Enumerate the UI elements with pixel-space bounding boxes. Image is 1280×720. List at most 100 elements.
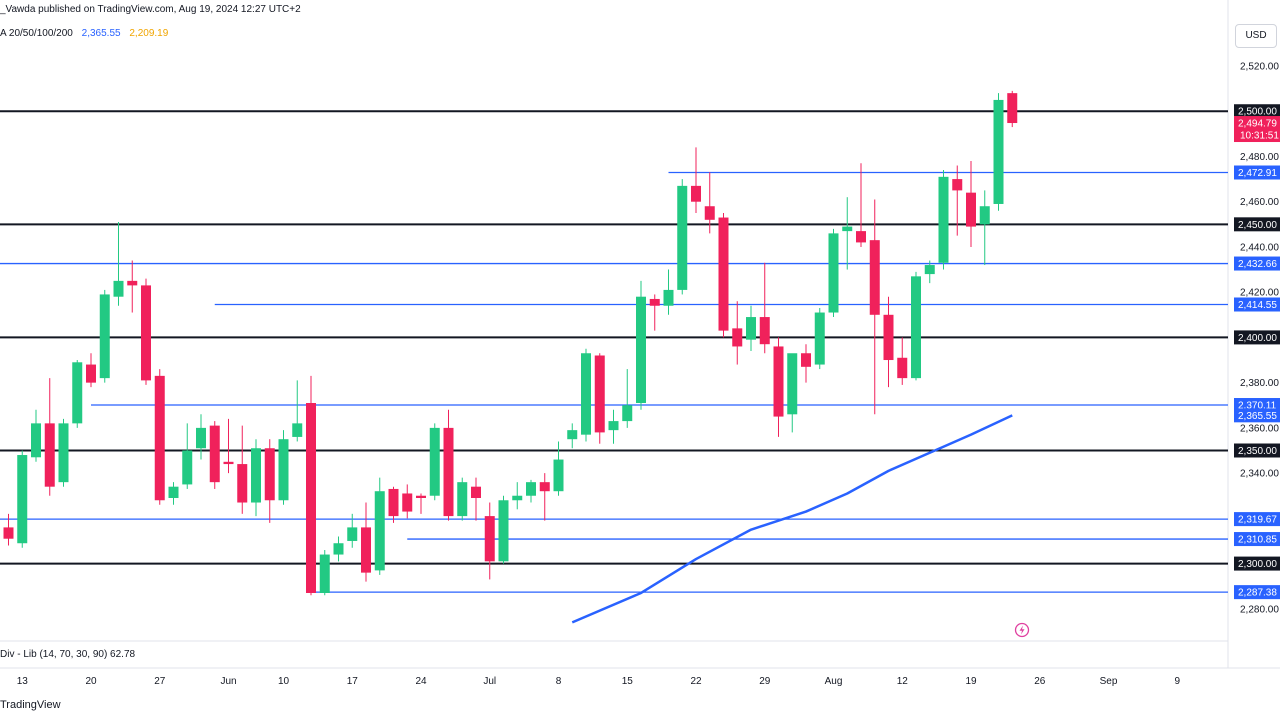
candle-body[interactable] (429, 427, 440, 496)
level-price-tag (1234, 556, 1280, 571)
candle-body[interactable] (168, 486, 179, 498)
candle-body[interactable] (952, 179, 963, 191)
ma-price-tag (1234, 408, 1280, 423)
candle-body[interactable] (897, 357, 908, 379)
candle-body[interactable] (842, 226, 853, 232)
candle-body[interactable] (622, 405, 633, 422)
candle-body[interactable] (814, 312, 825, 365)
candle-body[interactable] (31, 423, 41, 458)
candle-body[interactable] (416, 495, 426, 498)
candle-body[interactable] (704, 206, 715, 220)
x-tick-label: Jul (483, 676, 496, 687)
candle-body[interactable] (361, 527, 371, 573)
candle-body[interactable] (72, 362, 83, 424)
candle-body[interactable] (58, 423, 69, 483)
candle-body[interactable] (856, 231, 866, 243)
candle-body[interactable] (677, 185, 688, 290)
level-price-tag (1234, 330, 1280, 345)
candle-body[interactable] (292, 423, 303, 437)
level-price-tag (1234, 585, 1280, 600)
candle-body[interactable] (154, 375, 165, 501)
x-tick-label: Sep (1100, 676, 1118, 687)
level-price-tag-text: 2,400.00 (1238, 333, 1277, 344)
flash-icon[interactable] (1014, 622, 1030, 638)
candle-body[interactable] (649, 298, 660, 306)
candle-body[interactable] (567, 430, 578, 440)
y-tick-label: 2,480.00 (1240, 152, 1279, 163)
candle-body[interactable] (636, 296, 646, 404)
candle-body[interactable] (911, 276, 921, 379)
candle-body[interactable] (319, 554, 330, 593)
ma-legend-value-1: 2,365.55 (81, 28, 121, 39)
candle-body[interactable] (99, 294, 110, 379)
candle-body[interactable] (883, 314, 894, 361)
candle-body[interactable] (209, 425, 220, 483)
candle-body[interactable] (553, 459, 564, 492)
candle-body[interactable] (773, 346, 784, 417)
candle-body[interactable] (526, 482, 536, 496)
candle-body[interactable] (402, 493, 413, 512)
y-tick-label: 2,340.00 (1240, 469, 1279, 480)
candle-body[interactable] (484, 516, 495, 562)
candle-body[interactable] (237, 464, 248, 503)
candle-body[interactable] (443, 427, 454, 517)
candle-body[interactable] (594, 355, 605, 433)
candle-body[interactable] (306, 403, 316, 593)
candle-body[interactable] (196, 427, 206, 449)
candle-body[interactable] (993, 99, 1004, 204)
candle-body[interactable] (691, 185, 701, 202)
y-tick-label: 2,460.00 (1240, 197, 1279, 208)
x-tick-label: 29 (759, 676, 771, 687)
candle-body[interactable] (608, 421, 619, 431)
candle-body[interactable] (1007, 93, 1018, 124)
candle-body[interactable] (333, 543, 344, 555)
candle-body[interactable] (979, 206, 990, 225)
candle-body[interactable] (457, 482, 468, 517)
candle-body[interactable] (801, 353, 811, 367)
candle-body[interactable] (113, 280, 124, 297)
candle-body[interactable] (347, 527, 358, 541)
candle-body[interactable] (732, 328, 743, 347)
candle-body[interactable] (278, 439, 289, 501)
candle-body[interactable] (718, 217, 729, 331)
candle-body[interactable] (759, 317, 770, 345)
candle-body[interactable] (374, 491, 385, 571)
candle-body[interactable] (471, 486, 481, 498)
candle-body[interactable] (17, 455, 28, 544)
level-price-tag-text: 2,450.00 (1238, 220, 1277, 231)
candle-body[interactable] (388, 488, 399, 517)
level-price-tag (1234, 165, 1280, 180)
x-tick-label: 13 (17, 676, 29, 687)
rsi-indicator-label: Div - Lib (14, 70, 30, 90) 62.78 (0, 649, 136, 660)
candle-body[interactable] (663, 289, 674, 306)
candle-body[interactable] (512, 495, 523, 501)
candle-body[interactable] (44, 423, 55, 487)
candle-body[interactable] (869, 240, 880, 315)
candle-body[interactable] (223, 461, 234, 465)
candle-body[interactable] (966, 192, 976, 227)
candle-body[interactable] (498, 500, 509, 562)
tradingview-logo: TradingView (0, 699, 61, 711)
candle-body[interactable] (746, 317, 756, 340)
candle-body[interactable] (141, 285, 151, 381)
candle-body[interactable] (86, 364, 96, 383)
candle-body[interactable] (828, 233, 839, 313)
candle-body[interactable] (251, 448, 261, 503)
level-price-tag (1234, 297, 1280, 312)
candle-body[interactable] (539, 482, 550, 492)
y-tick-label: 2,380.00 (1240, 378, 1279, 389)
candle-body[interactable] (924, 265, 935, 275)
candle-body[interactable] (264, 448, 275, 501)
level-price-tag-text: 2,370.11 (1238, 401, 1277, 412)
candle-body[interactable] (182, 450, 193, 485)
candle-body[interactable] (787, 353, 798, 415)
level-price-tag-text: 2,472.91 (1238, 168, 1277, 179)
candle-body[interactable] (938, 176, 949, 263)
candle-body[interactable] (127, 280, 138, 286)
moving-average-line[interactable] (571, 414, 1013, 624)
candle-body[interactable] (581, 353, 591, 435)
currency-selector[interactable]: USD (1235, 24, 1277, 48)
candle-body[interactable] (3, 527, 14, 539)
x-tick-label: Aug (825, 676, 843, 687)
